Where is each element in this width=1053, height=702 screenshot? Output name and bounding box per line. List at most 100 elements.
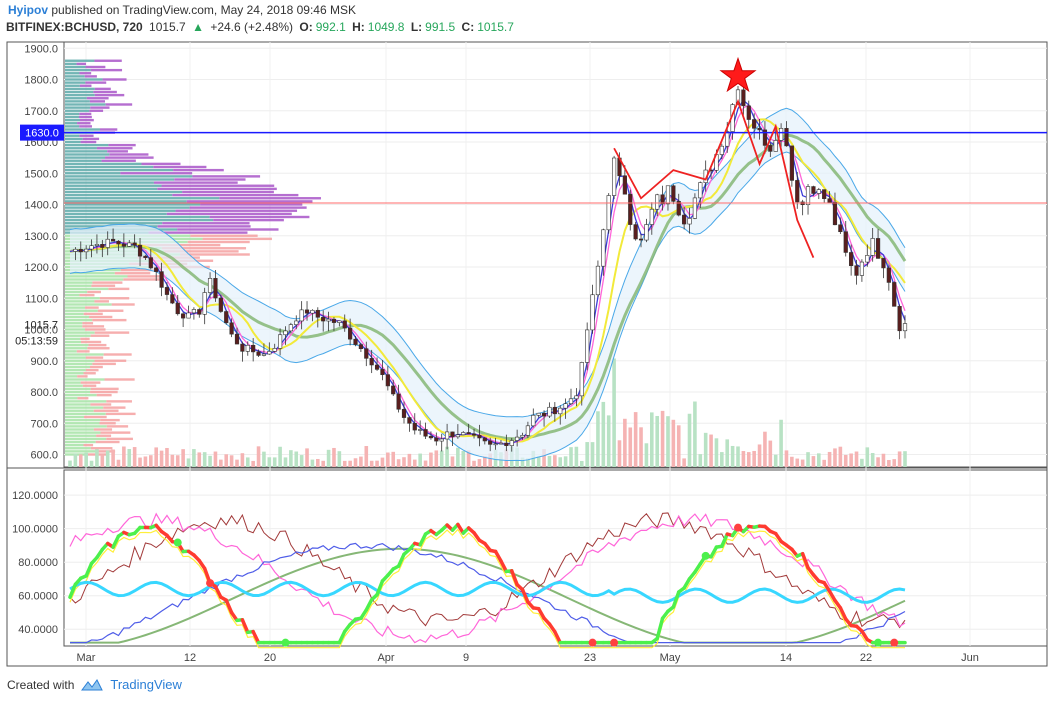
volume-bar	[558, 457, 563, 467]
osc-main-segment	[682, 577, 692, 590]
candle-up	[455, 434, 460, 438]
close-value: 1015.7	[477, 20, 514, 34]
profile-bar-up	[65, 287, 109, 291]
candle-down	[854, 265, 859, 276]
profile-bar-up	[65, 356, 86, 359]
osc-main-segment	[364, 597, 374, 612]
profile-bar-down	[219, 197, 321, 200]
osc-main-segment	[84, 561, 94, 578]
profile-bar-down	[85, 356, 104, 359]
profile-bar-up	[65, 87, 95, 91]
tradingview-link[interactable]: TradingView	[110, 677, 182, 692]
candle-down	[838, 224, 843, 233]
drawing-overlay[interactable]	[613, 56, 815, 258]
volume-bars	[68, 358, 907, 467]
profile-bar-down	[90, 447, 113, 450]
candle-up	[439, 438, 444, 442]
profile-bar-down	[97, 309, 124, 312]
profile-bar-up	[65, 293, 80, 297]
profile-bar-down	[161, 247, 247, 250]
volume-bar	[267, 457, 272, 467]
bar-timer-tag: 05:13:59	[15, 336, 58, 348]
candle-up	[493, 443, 498, 446]
profile-bar-down	[166, 212, 292, 216]
volume-bar	[676, 425, 681, 467]
volume-bar	[127, 449, 132, 467]
candle-down	[477, 434, 482, 439]
profile-bar-up	[65, 409, 94, 412]
profile-bar-up	[65, 415, 84, 419]
volume-bar	[423, 460, 428, 467]
signal-dot	[173, 538, 182, 547]
volume-bar	[412, 459, 417, 467]
profile-bar-down	[78, 115, 92, 119]
volume-bar	[407, 453, 412, 467]
osc-main-segment	[720, 532, 729, 549]
profile-bar-up	[65, 62, 77, 66]
candle-up	[536, 412, 541, 416]
profile-bar-up	[65, 278, 124, 281]
profile-bar-down	[99, 297, 130, 300]
profile-bar-up	[65, 172, 121, 175]
candle-down	[181, 313, 186, 319]
candle-down	[353, 338, 358, 345]
author-link[interactable]: Hyipov	[8, 3, 49, 17]
profile-bar-down	[153, 165, 207, 169]
profile-bar-down	[187, 240, 250, 244]
volume-bar	[628, 427, 633, 467]
profile-bar-up	[65, 103, 106, 106]
close-label: C:	[461, 20, 475, 34]
candle-up	[299, 309, 304, 322]
volume-bar	[876, 457, 880, 467]
profile-bar-up	[65, 368, 86, 372]
profile-bar-up	[65, 306, 86, 309]
profile-bar-down	[108, 143, 136, 147]
volume-bar	[477, 459, 482, 467]
profile-bar-up	[65, 147, 97, 150]
x-tick-label: 9	[463, 652, 469, 664]
volume-bar	[364, 446, 369, 467]
profile-bar-down	[82, 384, 97, 387]
created-with-text: Created with	[7, 677, 75, 692]
candle-up	[84, 248, 89, 253]
osc-line-brown	[69, 512, 906, 629]
candle-down	[315, 309, 320, 318]
profile-bar-down	[157, 187, 277, 191]
volume-bar	[402, 457, 406, 467]
volume-bar	[655, 415, 659, 467]
profile-bar-up	[65, 425, 107, 428]
volume-bar	[138, 457, 142, 467]
indicator-pane[interactable]	[63, 469, 1048, 647]
profile-bar-down	[80, 381, 101, 384]
volume-bar	[326, 449, 331, 467]
profile-bar-up	[65, 312, 84, 316]
candle-down	[229, 322, 234, 335]
volume-bar	[790, 456, 794, 467]
price-tick-label: 1000.0	[24, 325, 58, 337]
profile-bar-down	[157, 225, 251, 228]
candle-up	[590, 294, 595, 331]
volume-bar	[714, 438, 719, 467]
profile-bar-up	[65, 137, 83, 141]
symbol-label: BITFINEX:BCHUSD, 720	[6, 20, 143, 34]
volume-bar	[170, 454, 175, 467]
volume-bar	[746, 452, 751, 467]
osc-main-segment	[337, 629, 347, 645]
candle-down	[218, 297, 223, 312]
price-tick-label: 1300.0	[24, 231, 58, 243]
profile-bar-up	[65, 372, 84, 375]
profile-bar-up	[65, 90, 94, 94]
horizontal-lines[interactable]	[64, 131, 1047, 204]
profile-bar-down	[105, 412, 136, 416]
candle-up	[444, 431, 450, 440]
profile-bar-up	[65, 93, 95, 97]
volume-bar	[693, 401, 697, 467]
volume-bar	[536, 456, 541, 467]
osc-line-cyan	[69, 580, 906, 604]
profile-bar-up	[65, 165, 154, 169]
osc-main-segment	[493, 549, 503, 563]
candle-up	[207, 278, 213, 293]
profile-bar-down	[92, 318, 127, 322]
profile-bar-up	[65, 168, 174, 172]
